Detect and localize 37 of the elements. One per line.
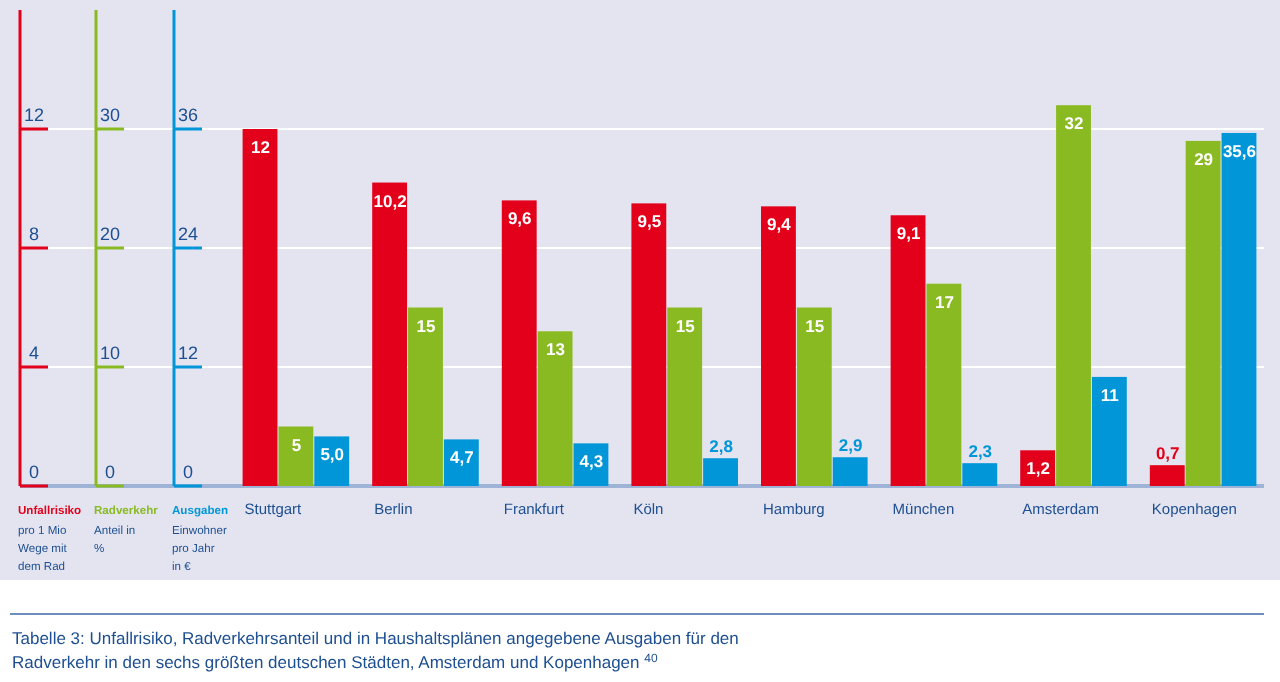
text: Tabelle 3: Unfallrisiko, Radverkehrsanteil und in Haushaltsplänen angegebene Ausgaben für den Radverkehr in den sechs größten deutschen Städten, Amsterdam und Kopenhagen $^{40}$: [12, 628, 740, 672]
data-label: 2,9: [838, 435, 864, 456]
y2-tick-label: 0: [104, 462, 116, 482]
data-label: 2,3: [968, 441, 993, 462]
data-label: 11: [1100, 384, 1120, 405]
y3-tick-label: 36: [177, 105, 199, 125]
data-label: 4,3: [579, 451, 604, 472]
y3-tick-label: 12: [177, 343, 199, 363]
data-label: 10,2: [373, 190, 408, 211]
data-label: 5,0: [320, 444, 345, 465]
data-label: 35,6: [1222, 140, 1257, 161]
data-label: 2,8: [709, 436, 734, 457]
y-tick-label: 4: [28, 343, 40, 363]
y3-tick-label: 24: [177, 224, 199, 244]
data-label: 1,2: [1026, 458, 1051, 479]
data-label: 17: [934, 291, 955, 312]
data-label: 0,7: [1155, 443, 1181, 464]
data-label: 29: [1194, 148, 1214, 169]
data-label: 12: [251, 137, 271, 157]
data-label: 9,6: [507, 208, 533, 229]
y-tick-label: 12: [23, 105, 45, 125]
data-label: 32: [1064, 113, 1084, 134]
y2-tick-label: 30: [99, 105, 121, 125]
data-label: 15: [675, 315, 696, 336]
data-label: 15: [805, 315, 825, 336]
y-tick-label: 8: [28, 224, 40, 244]
y2-tick-label: 10: [99, 343, 121, 363]
data-label: 4,7: [450, 447, 475, 468]
data-label: 9,4: [767, 214, 792, 235]
y3-tick-label: 0: [182, 462, 194, 482]
data-label: 15: [416, 315, 436, 336]
data-label: 9,1: [896, 223, 921, 244]
y2-tick-label: 20: [99, 224, 121, 244]
data-label: 13: [546, 339, 566, 360]
y-tick-label: 0: [28, 462, 40, 482]
data-label: 9,5: [637, 211, 662, 232]
data-label: 5: [291, 434, 302, 455]
